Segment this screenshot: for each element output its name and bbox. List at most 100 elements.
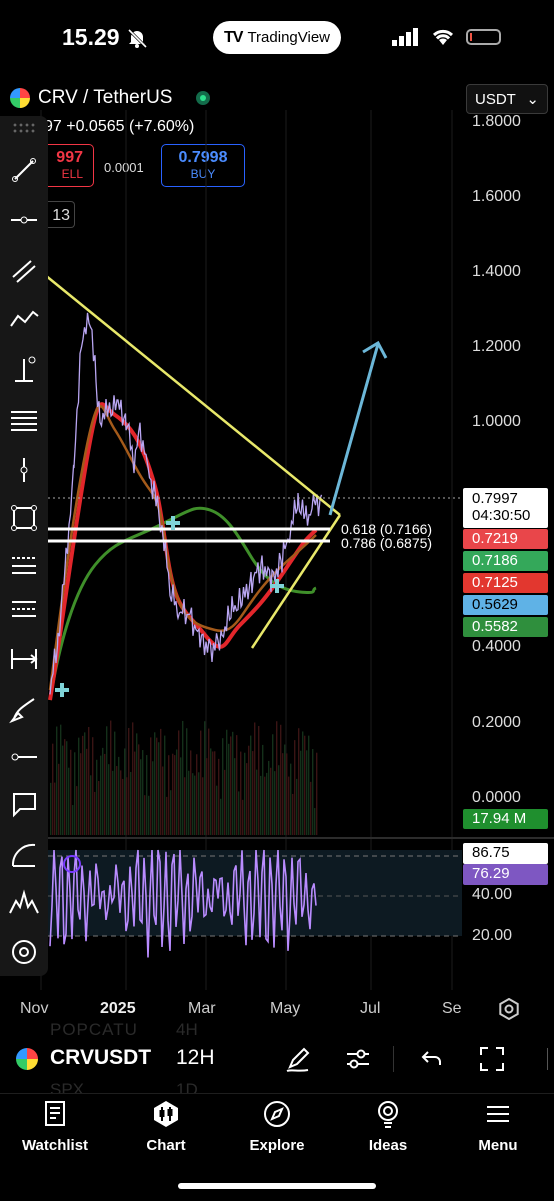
volume-bar <box>286 753 288 835</box>
volume-bar <box>222 738 224 835</box>
ma-price-tag: 0.5582 <box>463 617 548 637</box>
volume-bar <box>172 753 174 835</box>
price-axis-label: 1.6000 <box>472 188 521 205</box>
volume-bar <box>142 750 144 835</box>
volume-bar <box>74 752 76 835</box>
interval-button[interactable]: 12H <box>176 1046 215 1069</box>
magnet-tool-icon[interactable] <box>6 934 42 970</box>
volume-bar <box>80 753 82 835</box>
pitchfork-tool-icon[interactable] <box>6 591 42 627</box>
chart-settings-icon[interactable] <box>498 998 520 1020</box>
rsi-axis-label: 40.00 <box>472 886 513 903</box>
tab-watchlist[interactable]: Watchlist <box>0 1100 110 1154</box>
volume-bar <box>100 755 102 835</box>
volume-bar <box>110 720 112 835</box>
volume-bar <box>272 734 274 835</box>
trend-line-tool-icon[interactable] <box>6 152 42 188</box>
parallel-channel-tool-icon[interactable] <box>6 252 42 288</box>
undo-icon[interactable] <box>417 1045 445 1073</box>
volume-bar <box>202 777 204 835</box>
indicators-icon[interactable] <box>344 1045 372 1073</box>
fullscreen-icon[interactable] <box>478 1045 506 1073</box>
volume-bar <box>256 769 258 835</box>
volume-bar <box>254 722 256 835</box>
status-time: 15.29 <box>62 24 120 50</box>
volume-bar <box>52 743 54 835</box>
volume-bar <box>316 752 318 835</box>
price-chart[interactable] <box>0 0 554 1000</box>
volume-bar <box>50 782 52 835</box>
long-position-tool-icon[interactable] <box>6 352 42 388</box>
volume-bar <box>116 766 118 835</box>
volume-bar <box>124 748 126 835</box>
volume-bar <box>208 728 210 835</box>
ray-tool-icon[interactable] <box>6 739 42 775</box>
rectangle-tool-icon[interactable] <box>6 500 42 536</box>
volume-bar <box>184 777 186 835</box>
arc-tool-icon[interactable] <box>6 837 42 873</box>
vertical-line-tool-icon[interactable] <box>6 452 42 488</box>
market-open-icon <box>196 91 211 105</box>
currency-select[interactable]: USDT ⌄ <box>466 84 548 114</box>
support-trendline <box>250 514 342 649</box>
symbol-button[interactable]: CRVUSDT <box>50 1046 152 1069</box>
buy-button[interactable]: 0.7998 BUY <box>161 144 245 187</box>
volume-bar <box>144 795 146 835</box>
volume-bar <box>170 790 172 835</box>
time-axis-label: Se <box>442 1000 462 1017</box>
buy-label: BUY <box>190 167 216 181</box>
volume-bar <box>128 728 130 835</box>
volume-bar <box>118 756 120 835</box>
volume-bar <box>132 722 134 835</box>
measure-tool-icon[interactable] <box>6 641 42 677</box>
volume-bar <box>188 770 190 835</box>
tradingview-pill[interactable]: TV TradingView <box>213 21 341 54</box>
volume-bar <box>56 726 58 835</box>
pen-drawing-icon[interactable] <box>284 1045 312 1073</box>
gann-fan-tool-icon[interactable] <box>6 546 42 582</box>
hamburger-icon <box>487 1106 509 1122</box>
fib-retracement-tool-icon[interactable] <box>6 402 42 438</box>
volume-bar <box>212 751 214 835</box>
rsi-line <box>49 849 317 958</box>
tab-menu[interactable]: Menu <box>443 1100 553 1154</box>
bell-muted-icon <box>127 28 148 48</box>
time-axis-label: Jul <box>360 1000 381 1017</box>
horizontal-ray-tool-icon[interactable] <box>6 202 42 238</box>
head-shoulders-tool-icon[interactable] <box>6 885 42 921</box>
volume-bar <box>130 772 132 835</box>
last-price-value: 0.7997 <box>472 490 518 507</box>
price-axis-label: 0.4000 <box>472 638 521 655</box>
volume-bar <box>92 737 94 835</box>
time-axis-label: May <box>270 1000 301 1017</box>
volume-bar <box>192 773 194 835</box>
price-axis-label: 1.0000 <box>472 413 521 430</box>
drag-handle-icon[interactable] <box>12 122 36 134</box>
volume-bar <box>78 737 80 835</box>
pattern-tool-icon[interactable] <box>6 302 42 338</box>
volume-bar <box>310 781 312 835</box>
tab-explore[interactable]: Explore <box>222 1100 332 1154</box>
ema-price-tag: 0.7219 <box>463 529 548 549</box>
volume-bar <box>178 730 180 835</box>
volume-bar <box>190 750 192 835</box>
callout-tool-icon[interactable] <box>6 786 42 822</box>
volume-bar <box>282 753 284 835</box>
volume-bar <box>220 798 222 835</box>
tab-ideas[interactable]: Ideas <box>333 1100 443 1154</box>
volume-bar <box>162 766 164 835</box>
volume-bar <box>72 805 74 835</box>
quantity-field[interactable]: 13 <box>45 201 75 228</box>
volume-bar <box>136 733 138 835</box>
symbol-header[interactable]: CRV / TetherUS <box>10 87 211 109</box>
tab-chart[interactable]: Chart <box>111 1100 221 1154</box>
volume-bar <box>312 749 314 835</box>
volume-bar <box>186 728 188 835</box>
volume-bar <box>108 764 110 835</box>
volume-bar <box>102 747 104 835</box>
volume-bar <box>246 763 248 835</box>
brush-tool-icon[interactable] <box>6 691 42 727</box>
sell-button[interactable]: 997 ELL <box>45 144 94 187</box>
rsi-value-tag: 86.75 <box>463 843 548 864</box>
volume-bar <box>242 799 244 835</box>
